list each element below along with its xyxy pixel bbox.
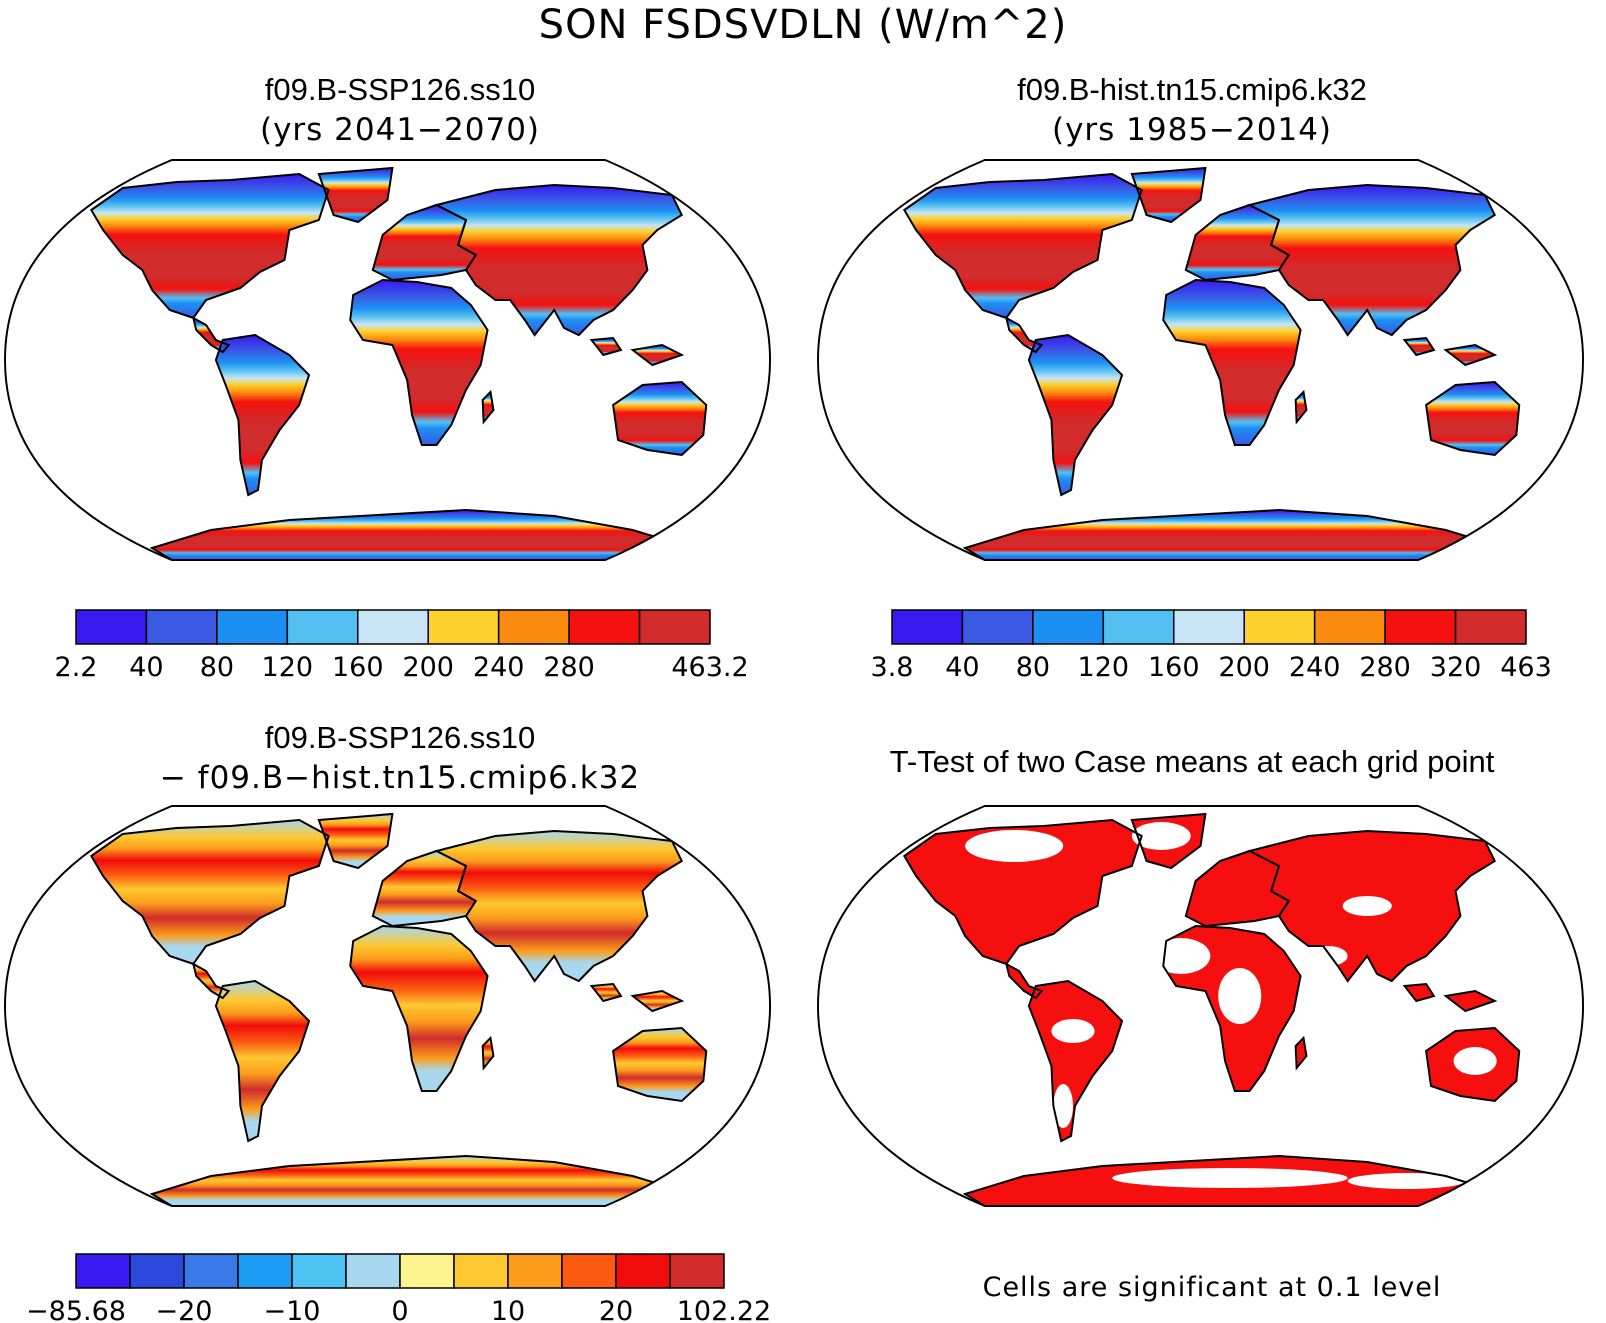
colorbar-2-box-4 — [1173, 609, 1245, 645]
panel-2-title-years: (yrs 1985−2014) — [1051, 112, 1333, 148]
colorbar-3-box-11 — [669, 1253, 725, 1289]
map-panel-3-land — [91, 814, 707, 1206]
colorbar-2-label-3: 120 — [1078, 652, 1130, 683]
colorbar-1-box-0 — [75, 609, 148, 645]
map-panel-4-border — [817, 805, 1585, 1207]
colorbar-3-label-6: 102.22 — [677, 1296, 771, 1323]
colorbar-3-box-6 — [399, 1253, 455, 1289]
colorbar-3-box-4 — [291, 1253, 347, 1289]
colorbar-3-label-4: 10 — [491, 1296, 525, 1323]
colorbar-2-box-6 — [1313, 609, 1386, 645]
colorbar-2-box-3 — [1102, 609, 1175, 645]
map-panel-2-border — [817, 159, 1585, 561]
colorbar-1-label-2: 80 — [200, 652, 234, 683]
panel-2-title-case: f09.B-hist.tn15.cmip6.k32 — [1017, 72, 1367, 107]
colorbar-1-box-4 — [357, 609, 429, 645]
colorbar-1-label-1: 40 — [129, 652, 163, 683]
colorbar-3-box-7 — [453, 1253, 509, 1289]
colorbar-2-box-8 — [1454, 609, 1527, 645]
colorbar-1-label-6: 240 — [473, 652, 525, 683]
colorbar-3-box-3 — [237, 1253, 293, 1289]
colorbar-3-box-10 — [615, 1253, 671, 1289]
colorbar-3-label-3: 0 — [391, 1296, 408, 1323]
colorbar-2-box-7 — [1384, 609, 1457, 645]
colorbar-2-box-2 — [1032, 609, 1105, 645]
panel-3-title-case: f09.B-SSP126.ss10 — [264, 720, 536, 755]
panel-4-title: T-Test of two Case means at each grid po… — [889, 744, 1495, 779]
panel-4-footnote: Cells are significant at 0.1 level — [982, 1272, 1442, 1303]
colorbar-3-box-0 — [75, 1253, 131, 1289]
map-panel-3-border — [4, 805, 772, 1207]
colorbar-3-box-9 — [561, 1253, 617, 1289]
panel-1-title-case: f09.B-SSP126.ss10 — [264, 72, 536, 107]
colorbar-1-box-2 — [216, 609, 289, 645]
map-panel-2-land — [904, 168, 1520, 560]
colorbar-2-label-2: 80 — [1016, 652, 1050, 683]
map-panel-3 — [4, 805, 772, 1207]
colorbar-2-label-9: 463 — [1500, 652, 1552, 683]
colorbar-3-box-5 — [345, 1253, 401, 1289]
panel-1-title-years: (yrs 2041−2070) — [259, 112, 541, 148]
colorbar-1-label-0: 2.2 — [55, 652, 98, 683]
colorbar-3-box-2 — [183, 1253, 239, 1289]
colorbar-1-box-5 — [427, 609, 500, 645]
colorbar-1-box-7 — [568, 609, 641, 645]
colorbar-2-label-4: 160 — [1148, 652, 1200, 683]
map-panel-4 — [817, 805, 1585, 1207]
colorbar-2-box-5 — [1243, 609, 1316, 645]
colorbar-2-label-6: 240 — [1289, 652, 1341, 683]
colorbar-panel-1: 2.2 40 80 120 160 200 240 280 463.2 — [55, 609, 749, 683]
colorbar-2-label-7: 280 — [1359, 652, 1411, 683]
colorbar-3-label-2: −10 — [264, 1296, 321, 1323]
colorbar-1-box-6 — [497, 609, 570, 645]
colorbar-2-label-5: 200 — [1218, 652, 1270, 683]
colorbar-1-box-3 — [286, 609, 359, 645]
map-panel-1 — [4, 159, 772, 561]
map-panel-2 — [817, 159, 1585, 561]
panel-2-title: f09.B-hist.tn15.cmip6.k32 (yrs 1985−2014… — [832, 70, 1552, 150]
colorbar-3-label-1: −20 — [156, 1296, 213, 1323]
colorbar-2-label-0: 3.8 — [871, 652, 914, 683]
panel-1-title: f09.B-SSP126.ss10 (yrs 2041−2070) — [40, 70, 760, 150]
colorbar-1-box-8 — [638, 609, 711, 645]
map-panel-4-insignificant-cells — [965, 822, 1497, 1189]
colorbar-2-label-8: 320 — [1430, 652, 1482, 683]
map-panel-1-land — [91, 168, 707, 560]
figure-title: SON FSDSVDLN (W/m^2) — [538, 2, 1068, 48]
colorbar-2-box-0 — [891, 609, 964, 645]
colorbar-1-label-7: 280 — [543, 652, 595, 683]
colorbar-3-box-8 — [507, 1253, 563, 1289]
colorbar-3-label-0: −85.68 — [26, 1296, 126, 1323]
colorbar-2-label-1: 40 — [945, 652, 979, 683]
colorbar-panel-3: −85.68 −20 −10 0 10 20 102.22 — [26, 1253, 771, 1323]
colorbar-3-label-5: 20 — [599, 1296, 633, 1323]
map-panel-1-border — [4, 159, 772, 561]
colorbar-panel-2: 3.8 40 80 120 160 200 240 280 320 463 — [871, 609, 1552, 683]
colorbar-1-box-1 — [145, 609, 218, 645]
colorbar-1-label-5: 200 — [402, 652, 454, 683]
panel-3-title-diff: − f09.B−hist.tn15.cmip6.k32 — [159, 760, 641, 796]
colorbar-3-box-1 — [129, 1253, 185, 1289]
colorbar-1-label-4: 160 — [332, 652, 384, 683]
map-panel-4-significant-cells — [904, 814, 1520, 1206]
colorbar-1-label-8: 463.2 — [671, 652, 748, 683]
panel-3-title: f09.B-SSP126.ss10 − f09.B−hist.tn15.cmip… — [40, 718, 760, 798]
colorbar-2-box-1 — [961, 609, 1034, 645]
colorbar-1-label-3: 120 — [262, 652, 314, 683]
